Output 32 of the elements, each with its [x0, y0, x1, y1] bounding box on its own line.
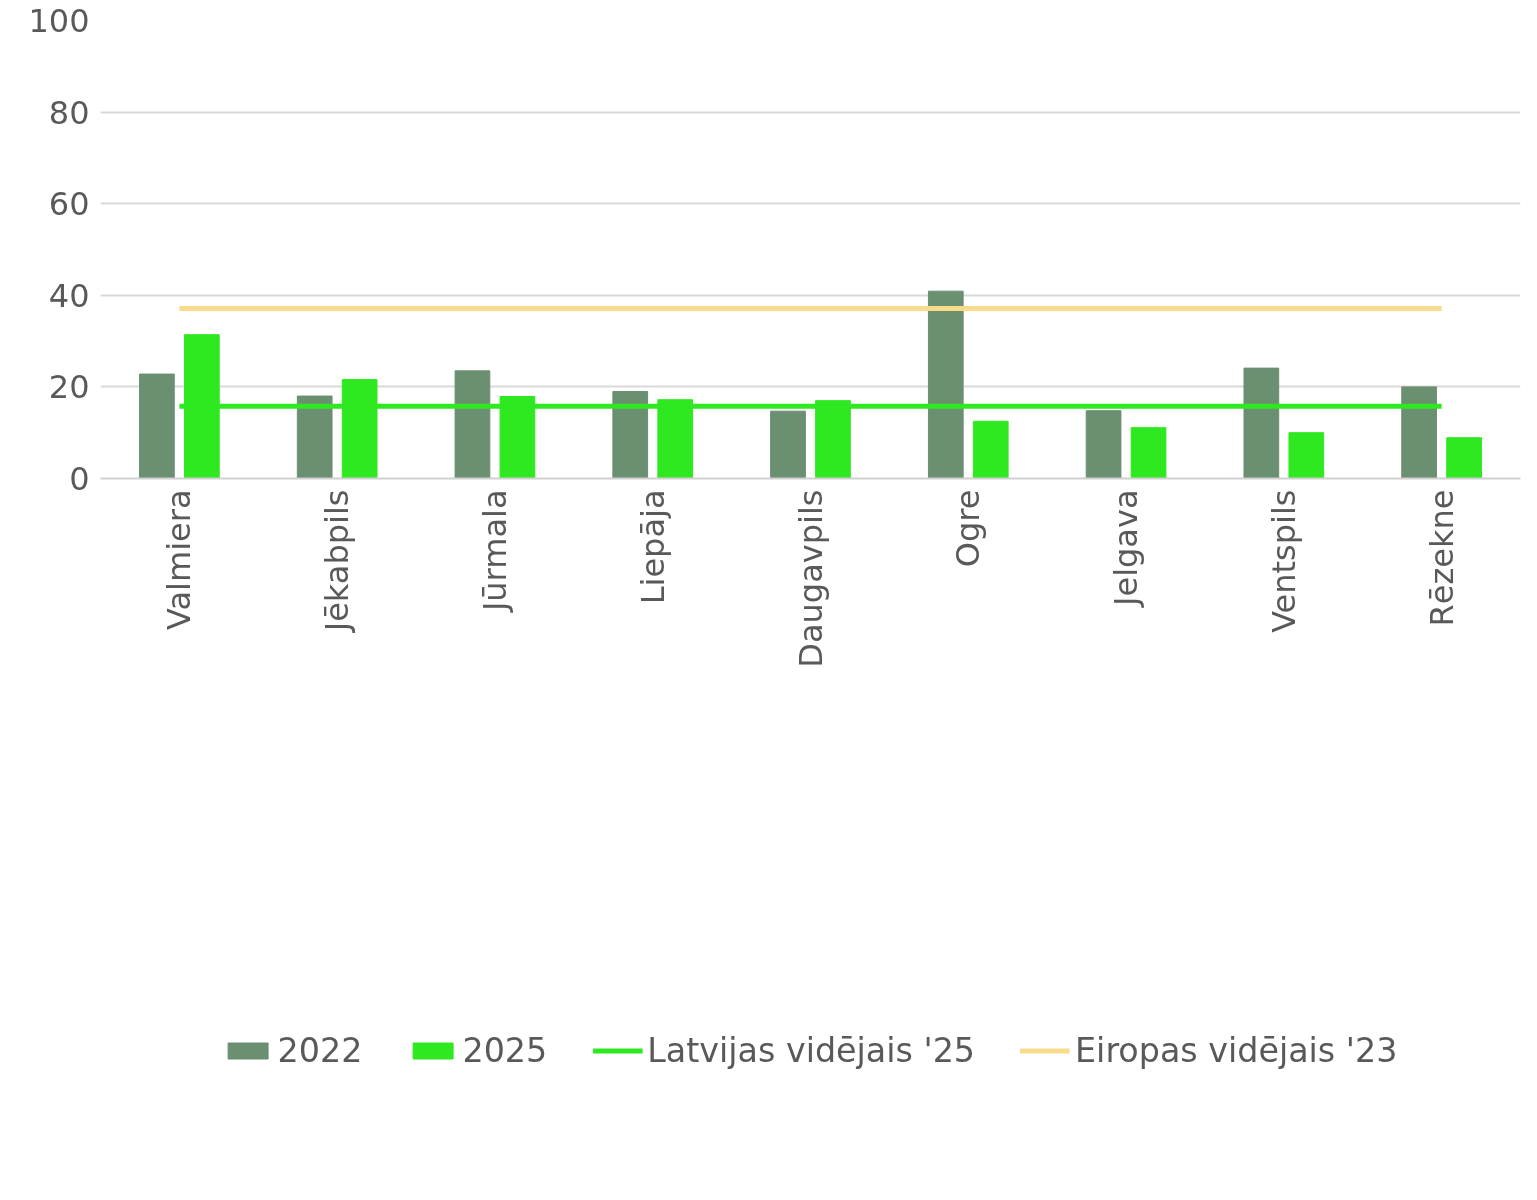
- x-tick-label: Rēzekne: [1422, 489, 1461, 627]
- bar: [296, 395, 333, 479]
- bar: [612, 390, 649, 479]
- bar: [1288, 432, 1325, 479]
- bar: [1130, 427, 1167, 479]
- bar: [927, 290, 964, 479]
- y-tick-label: 100: [28, 2, 90, 40]
- legend-label: 2025: [462, 1030, 548, 1070]
- x-tick-label: Jēkabpils: [318, 489, 357, 634]
- legend-label: 2022: [277, 1030, 363, 1070]
- x-tick-label: Valmiera: [160, 489, 199, 630]
- bar: [1085, 410, 1122, 479]
- y-tick-label: 20: [48, 368, 90, 407]
- x-tick-label: Liepāja: [633, 489, 672, 605]
- x-tick-label: Jūrmala: [475, 489, 514, 614]
- y-tick-label: 80: [48, 93, 90, 132]
- bar: [1446, 437, 1482, 479]
- x-tick-label: Ogre: [949, 489, 988, 568]
- y-tick-label: 40: [48, 276, 90, 315]
- y-tick-label: 0: [69, 460, 90, 498]
- legend-label: Latvijas vidējais '25: [647, 1030, 976, 1070]
- x-tick-label: Daugavpils: [791, 489, 830, 668]
- bar: [972, 420, 1009, 479]
- y-tick-label: 60: [48, 185, 90, 224]
- bar: [1401, 386, 1437, 479]
- x-tick-label: Ventspils: [1264, 489, 1303, 633]
- bar: [454, 370, 491, 479]
- legend-label: Eiropas vidējais '23: [1075, 1030, 1398, 1070]
- bar: [770, 410, 806, 479]
- bar: [1243, 367, 1280, 479]
- bar: [139, 373, 175, 479]
- x-tick-label: Jelgava: [1107, 489, 1146, 608]
